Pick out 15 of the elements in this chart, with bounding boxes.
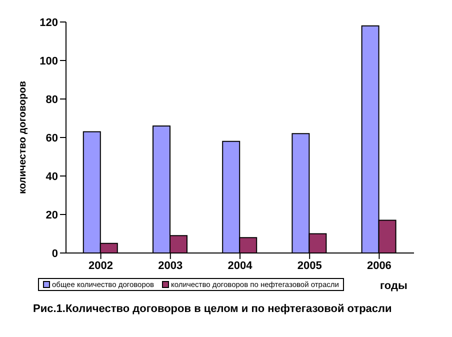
text: Рис.1.Количество договоров в целом и по нефтегазовой отрасли	[33, 303, 393, 315]
y-tick-label: 60	[46, 132, 58, 144]
y-tick-label: 40	[46, 170, 58, 183]
y-tick-label: 20	[46, 209, 58, 222]
y-tick-label: 120	[40, 16, 58, 29]
x-tick-label: 2004	[228, 260, 254, 272]
y-tick-label: 100	[40, 55, 58, 68]
x-axis-title: годы	[380, 280, 408, 292]
y-tick-label: 0	[52, 248, 58, 260]
y-axis-title: количество договоров	[18, 81, 29, 194]
x-tick-label: 2003	[158, 260, 183, 272]
x-tick-label: 2006	[366, 260, 392, 272]
x-tick-label: 2005	[297, 260, 322, 272]
x-tick-label: 2002	[88, 260, 114, 272]
y-tick-label: 80	[46, 94, 58, 106]
